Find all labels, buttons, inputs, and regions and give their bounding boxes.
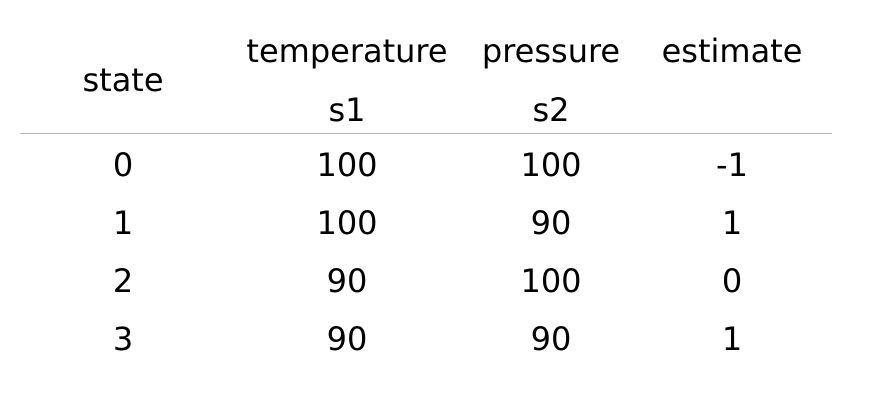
table-cell-pressure: 100 [520, 262, 582, 300]
table-cell-state: 2 [112, 262, 134, 300]
table-cell-pressure: 90 [530, 320, 572, 358]
table-cell-temperature: 90 [326, 262, 368, 300]
header-temperature: temperature [246, 32, 448, 70]
table-cell-temperature: 100 [316, 146, 378, 184]
table-cell-state: 3 [112, 320, 134, 358]
table-cell-estimate: 0 [721, 262, 743, 300]
header-state: state [82, 61, 164, 99]
table-cell-state: 1 [112, 204, 134, 242]
table-cell-estimate: 1 [721, 320, 743, 358]
header-divider [20, 133, 832, 134]
table-cell-estimate: 1 [721, 204, 743, 242]
header-s1: s1 [328, 91, 366, 129]
header-pressure: pressure [481, 32, 621, 70]
table-cell-pressure: 100 [520, 146, 582, 184]
table-cell-state: 0 [112, 146, 134, 184]
table-cell-estimate: -1 [716, 146, 748, 184]
table-cell-temperature: 90 [326, 320, 368, 358]
table-cell-pressure: 90 [530, 204, 572, 242]
table-cell-temperature: 100 [316, 204, 378, 242]
header-s2: s2 [532, 91, 570, 129]
header-estimate: estimate [661, 32, 803, 70]
